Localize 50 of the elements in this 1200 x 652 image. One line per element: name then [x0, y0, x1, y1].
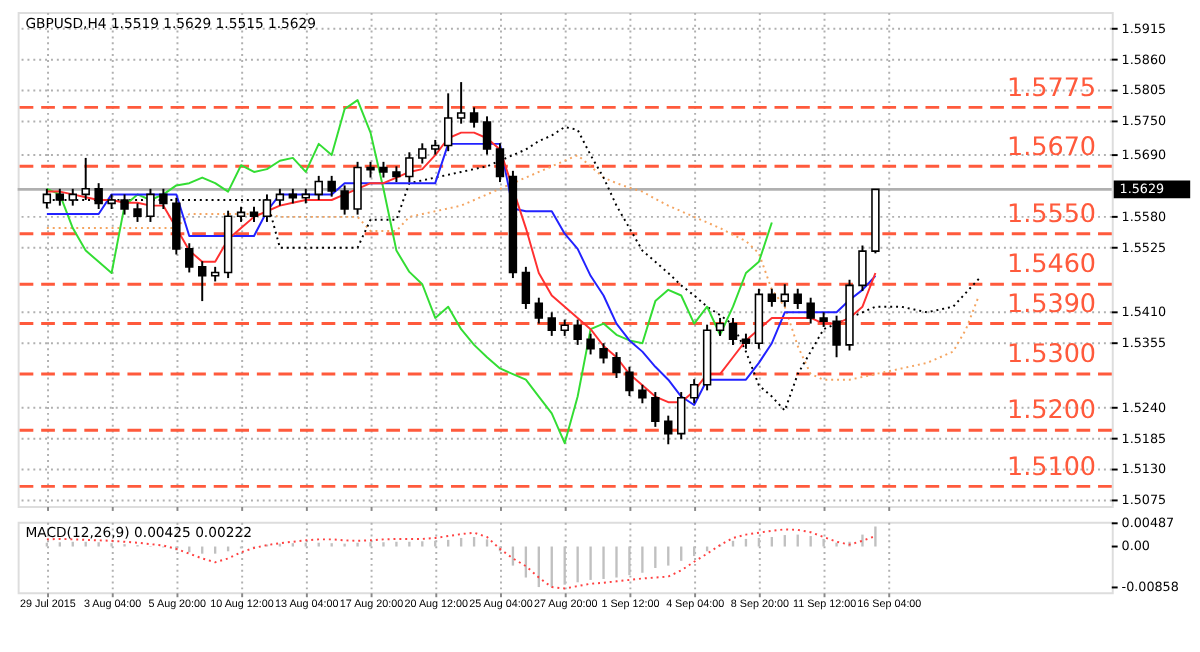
ref-line-label: 1.5390	[1006, 289, 1097, 320]
candlestick	[198, 260, 207, 303]
candlestick	[858, 244, 867, 292]
candlestick	[133, 202, 142, 223]
candlestick	[456, 81, 466, 125]
candlestick	[547, 311, 556, 337]
ref-line-label: 1.5100	[1006, 452, 1097, 483]
candlestick	[405, 151, 414, 184]
candlestick	[159, 187, 168, 210]
ref-line-label: 1.5300	[1006, 340, 1097, 371]
candlestick	[172, 196, 181, 256]
candlestick	[780, 283, 790, 308]
candlestick	[469, 106, 479, 129]
candlestick	[443, 92, 453, 153]
candlestick	[625, 365, 634, 397]
candlestick	[664, 414, 673, 446]
candlestick	[586, 332, 595, 356]
candlestick	[521, 265, 531, 310]
candlestick	[677, 391, 686, 441]
candlestick	[353, 160, 362, 216]
line-series	[45, 154, 980, 381]
candlestick	[806, 296, 815, 325]
candlestick	[689, 378, 699, 405]
candlestick	[262, 193, 272, 223]
candlestick	[832, 314, 841, 359]
candlestick	[120, 193, 129, 216]
line-series	[45, 99, 773, 445]
candlestick	[418, 142, 427, 165]
candlestick	[651, 391, 660, 428]
ref-line-label: 1.5460	[1006, 250, 1097, 281]
candlestick	[793, 287, 802, 310]
ref-line-label: 1.5775	[1006, 73, 1097, 104]
candlestick	[534, 296, 544, 325]
candlestick	[728, 316, 738, 346]
candlestick	[146, 187, 155, 223]
candlestick	[573, 318, 582, 346]
candlestick	[340, 184, 349, 216]
ref-line-label: 1.5550	[1006, 199, 1097, 230]
candlestick	[638, 383, 647, 405]
candlestick	[495, 142, 505, 184]
candlestick	[185, 242, 194, 274]
candlestick	[612, 351, 621, 379]
ref-line-label: 1.5670	[1006, 132, 1097, 163]
candlestick	[81, 156, 90, 201]
ref-line-label: 1.5200	[1006, 396, 1097, 427]
candlestick	[327, 174, 336, 198]
candlestick	[599, 342, 608, 365]
candlestick	[482, 115, 492, 156]
candlestick	[94, 182, 103, 210]
candlestick	[314, 174, 323, 201]
